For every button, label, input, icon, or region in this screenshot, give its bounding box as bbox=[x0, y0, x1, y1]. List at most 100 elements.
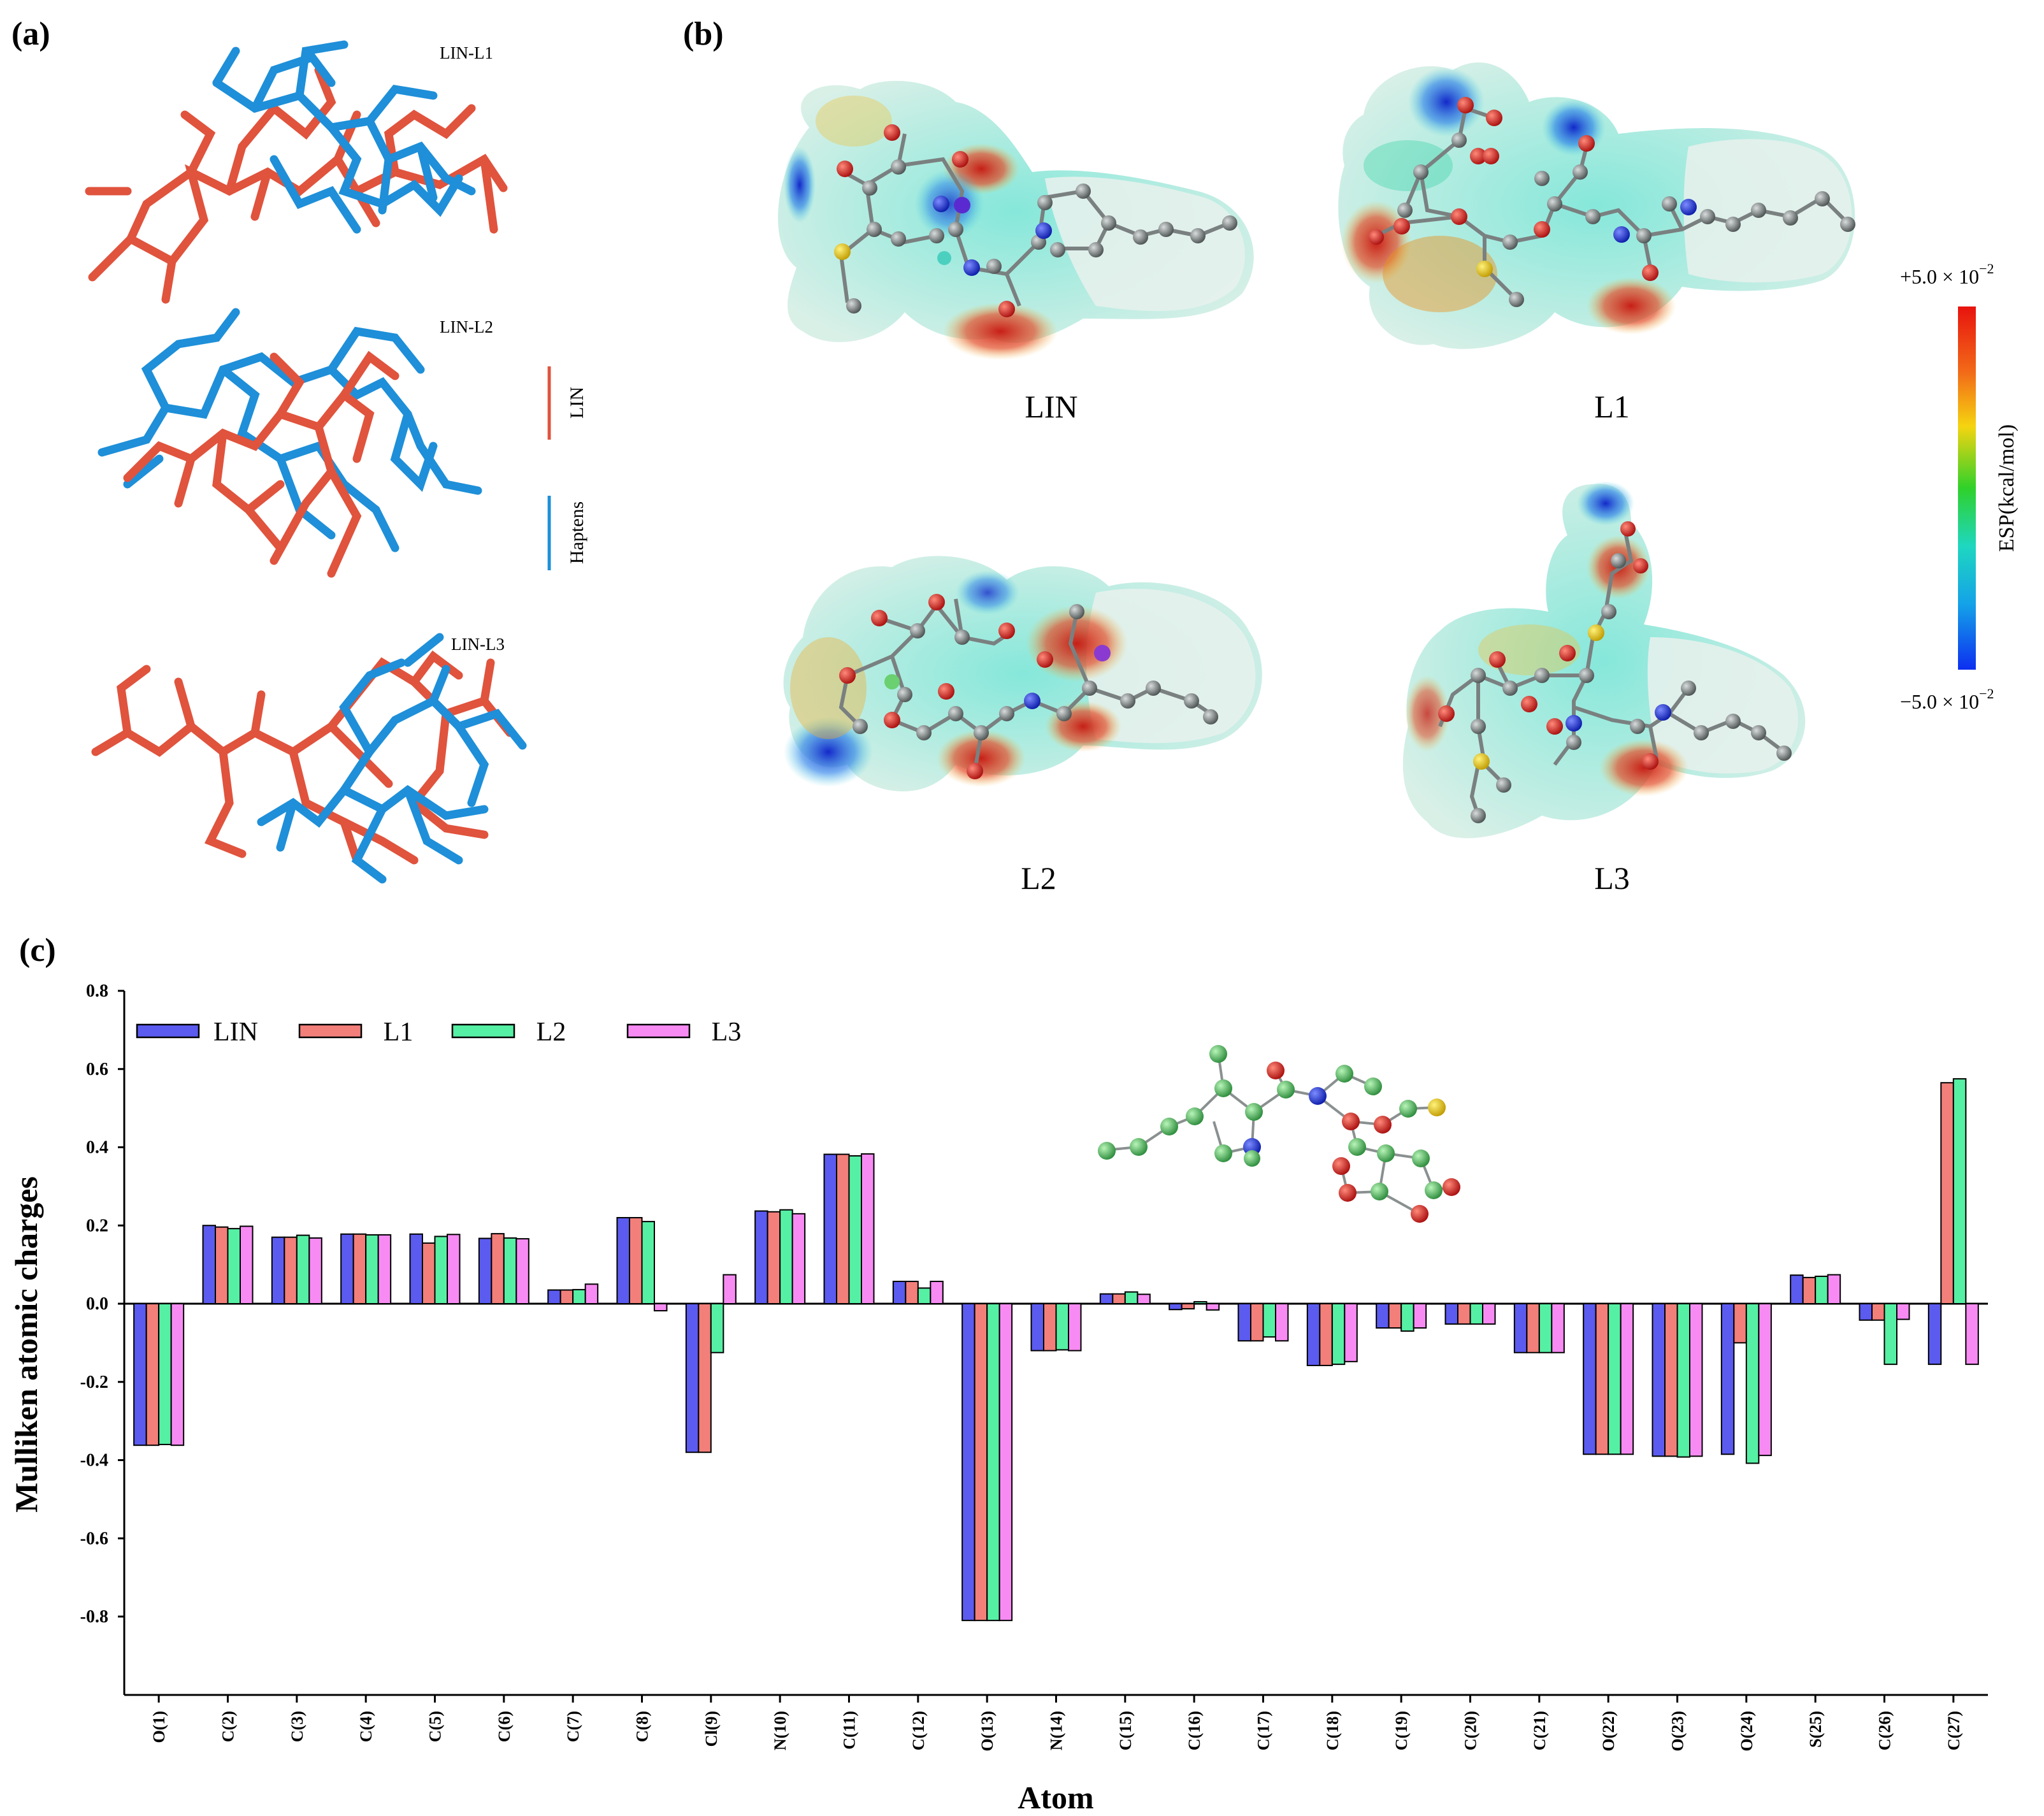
molecule-l2-atoms bbox=[839, 594, 1218, 779]
x-tick-label: C(3) bbox=[288, 1711, 306, 1742]
bar-l2-C(26) bbox=[1883, 1303, 1897, 1366]
y-tick-label: 0.6 bbox=[86, 1060, 108, 1079]
bar-l1-O(22) bbox=[1595, 1303, 1609, 1455]
x-tick-label: O(1) bbox=[150, 1711, 168, 1743]
legend-swatch-l3 bbox=[626, 1023, 691, 1039]
bar-l3-Cl(9) bbox=[723, 1274, 737, 1305]
bar-l2-C(21) bbox=[1538, 1303, 1553, 1353]
bar-l2-O(22) bbox=[1608, 1303, 1622, 1455]
bar-l3-C(17) bbox=[1275, 1303, 1289, 1342]
bar-l3-O(24) bbox=[1758, 1303, 1772, 1457]
chart-legend: LIN L1 L2 L3 bbox=[136, 1018, 742, 1047]
bar-l3-C(8) bbox=[654, 1303, 668, 1312]
bar-l1-C(18) bbox=[1319, 1303, 1333, 1366]
x-tick-label: C(8) bbox=[633, 1711, 652, 1742]
bar-l1-C(15) bbox=[1112, 1293, 1126, 1304]
overlay-lin-l1 bbox=[85, 40, 508, 304]
bar-l3-C(6) bbox=[515, 1238, 529, 1305]
bar-l1-C(27) bbox=[1940, 1082, 1954, 1304]
mulliken-bar-chart: 0.8 0.6 0.4 0.2 0.0 -0.2 -0.4 -0.6 -0.8 O(1) C(2)… bbox=[8, 981, 1988, 1815]
bar-l3-C(3) bbox=[308, 1237, 322, 1305]
bar-l3-O(23) bbox=[1689, 1303, 1703, 1457]
bar-lin-C(8) bbox=[616, 1216, 630, 1304]
bar-lin-C(4) bbox=[340, 1233, 354, 1304]
molecule-label-lin: LIN bbox=[1025, 389, 1077, 424]
panel-b-label: (b) bbox=[683, 16, 724, 52]
bar-lin-C(11) bbox=[823, 1153, 837, 1304]
bar-lin-C(7) bbox=[547, 1289, 561, 1305]
x-tick-label: O(22) bbox=[1599, 1711, 1618, 1752]
bar-lin-C(17) bbox=[1237, 1303, 1251, 1342]
x-tick-label: C(16) bbox=[1185, 1711, 1204, 1750]
inset-molecule-atoms bbox=[1098, 1045, 1460, 1223]
bar-l3-C(27) bbox=[1965, 1303, 1979, 1366]
bar-l2-C(6) bbox=[503, 1237, 517, 1305]
bar-l2-C(3) bbox=[296, 1234, 310, 1304]
bar-lin-N(10) bbox=[754, 1210, 768, 1305]
legend-swatch-l1 bbox=[298, 1023, 363, 1039]
bar-l3-C(15) bbox=[1137, 1294, 1151, 1305]
bar-l1-Cl(9) bbox=[698, 1303, 712, 1453]
bar-l2-C(7) bbox=[572, 1288, 586, 1305]
bar-l1-C(2) bbox=[215, 1226, 229, 1304]
bar-l3-C(4) bbox=[377, 1234, 392, 1304]
bar-l1-C(3) bbox=[284, 1236, 298, 1304]
bar-l3-C(20) bbox=[1482, 1303, 1496, 1325]
legend-label-l2: L2 bbox=[536, 1018, 566, 1047]
bar-lin-C(27) bbox=[1927, 1303, 1942, 1366]
overlay-title-lin-l1: LIN-L1 bbox=[440, 43, 493, 62]
bar-l2-C(11) bbox=[848, 1155, 862, 1304]
bar-l2-C(16) bbox=[1193, 1301, 1207, 1305]
bar-lin-C(18) bbox=[1306, 1303, 1321, 1366]
bar-l2-C(2) bbox=[227, 1228, 241, 1305]
x-tick-label: N(10) bbox=[771, 1711, 789, 1750]
panel-c-label: (c) bbox=[19, 932, 56, 969]
bar-lin-C(21) bbox=[1513, 1303, 1528, 1353]
bar-l1-N(10) bbox=[766, 1211, 781, 1305]
y-tick-label: -0.4 bbox=[80, 1451, 108, 1471]
x-tick-label: C(5) bbox=[426, 1711, 445, 1742]
x-tick-label: C(19) bbox=[1392, 1711, 1411, 1750]
esp-colorbar: +5.0 × 10−2 −5.0 × 10−2 ESP(kcal/mol) bbox=[1900, 261, 2019, 713]
bar-l1-C(26) bbox=[1871, 1303, 1885, 1321]
bar-lin-C(6) bbox=[478, 1237, 493, 1305]
x-tick-label: C(7) bbox=[564, 1711, 582, 1742]
bar-l1-C(8) bbox=[629, 1216, 643, 1304]
bar-lin-O(1) bbox=[133, 1303, 147, 1446]
bar-l2-C(8) bbox=[641, 1221, 655, 1305]
molecule-label-l2: L2 bbox=[1021, 860, 1056, 896]
x-tick-label: O(23) bbox=[1669, 1711, 1687, 1752]
bar-lin-O(24) bbox=[1720, 1303, 1735, 1455]
esp-surface-l3 bbox=[1402, 481, 1806, 839]
x-tick-label: C(20) bbox=[1462, 1711, 1480, 1750]
x-tick-label: S(25) bbox=[1806, 1711, 1825, 1748]
bar-l3-O(13) bbox=[998, 1303, 1013, 1622]
molecule-label-l1: L1 bbox=[1594, 389, 1630, 424]
bar-l3-C(26) bbox=[1896, 1303, 1910, 1320]
bar-lin-Cl(9) bbox=[685, 1303, 700, 1453]
bar-l1-O(1) bbox=[145, 1303, 160, 1446]
molecule-lin-atoms bbox=[834, 124, 1237, 317]
bar-l1-C(20) bbox=[1457, 1303, 1471, 1325]
colorbar-gradient bbox=[1958, 306, 1976, 670]
y-tick-label: -0.2 bbox=[80, 1373, 108, 1392]
bar-l2-O(23) bbox=[1676, 1303, 1690, 1458]
bar-l3-C(19) bbox=[1413, 1303, 1427, 1329]
bar-l2-O(13) bbox=[986, 1303, 1000, 1622]
bar-l1-C(11) bbox=[836, 1153, 850, 1304]
bar-lin-O(22) bbox=[1583, 1303, 1597, 1455]
x-tick-label: O(13) bbox=[978, 1711, 997, 1752]
bar-l1-C(7) bbox=[559, 1289, 574, 1305]
x-tick-label: N(14) bbox=[1047, 1711, 1066, 1750]
bar-l2-C(20) bbox=[1469, 1303, 1483, 1325]
x-tick-label: C(26) bbox=[1876, 1711, 1894, 1750]
molecule-l1-atoms bbox=[1369, 97, 1855, 307]
y-tick-label: 0.8 bbox=[86, 981, 108, 1001]
legend-label-l3: L3 bbox=[712, 1018, 742, 1047]
x-axis-label: Atom bbox=[1018, 1780, 1093, 1815]
y-tick-label: 0.2 bbox=[86, 1216, 108, 1236]
bar-l3-C(7) bbox=[584, 1283, 599, 1304]
bar-l3-O(1) bbox=[170, 1303, 185, 1446]
x-tick-label: Cl(9) bbox=[702, 1711, 721, 1747]
x-tick-label: C(12) bbox=[909, 1711, 928, 1750]
